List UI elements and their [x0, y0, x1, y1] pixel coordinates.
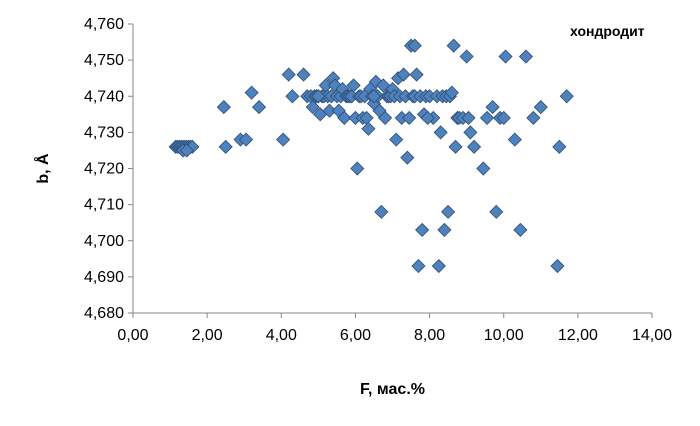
data-point [533, 100, 548, 115]
data-point [374, 204, 389, 219]
data-point [400, 150, 415, 165]
axes [132, 24, 652, 314]
data-point [281, 67, 296, 82]
data-point [216, 100, 231, 115]
y-tick-label: 4,730 [84, 124, 124, 141]
data-point [476, 161, 491, 176]
data-point [409, 67, 424, 82]
data-point [415, 222, 430, 237]
data-point [518, 49, 534, 64]
data-point [179, 143, 194, 158]
data-point [433, 125, 448, 140]
x-tick-label: 14,00 [632, 327, 672, 344]
y-tick-label: 4,750 [84, 52, 124, 69]
data-point [378, 110, 393, 125]
y-tick-label: 4,700 [84, 233, 124, 250]
data-point [463, 125, 478, 140]
data-point [431, 258, 446, 274]
y-tick-label: 4,680 [84, 305, 124, 322]
data-point [368, 74, 383, 89]
data-point [402, 110, 417, 125]
data-point [322, 103, 337, 118]
x-axis-ticks: 0,00 2,00 4,00 6,00 8,00 10,00 12,00 14,00 [117, 313, 672, 344]
y-axis-title: b, Å [33, 153, 52, 184]
x-tick-label: 4,00 [266, 327, 297, 344]
x-axis-title: F, мас.% [360, 381, 425, 398]
data-point [411, 258, 426, 274]
data-point [396, 67, 411, 82]
data-point [361, 121, 376, 136]
data-point [276, 132, 291, 147]
y-tick-label: 4,710 [84, 197, 124, 214]
x-tick-label: 2,00 [192, 327, 223, 344]
data-point [448, 139, 463, 154]
data-point [305, 100, 320, 115]
data-point [420, 110, 435, 125]
data-point [461, 110, 476, 125]
data-point [296, 67, 311, 82]
data-point [366, 89, 382, 104]
data-point [446, 38, 461, 53]
data-point [346, 78, 361, 93]
y-tick-label: 4,720 [84, 161, 124, 178]
data-point [559, 89, 574, 104]
data-point [251, 100, 267, 115]
data-point [444, 85, 459, 100]
data-point [244, 85, 259, 100]
x-tick-label: 10,00 [484, 327, 524, 344]
y-tick-label: 4,760 [84, 16, 124, 33]
y-tick-label: 4,690 [84, 269, 124, 286]
data-point [407, 38, 422, 53]
data-point [552, 139, 567, 154]
data-point [350, 161, 365, 176]
data-point [485, 100, 500, 115]
data-point [479, 110, 495, 125]
data-point [441, 204, 456, 219]
data-point [513, 222, 528, 237]
data-point [526, 110, 541, 125]
x-tick-label: 8,00 [414, 327, 445, 344]
data-points [168, 38, 574, 274]
data-point [489, 204, 504, 219]
y-tick-label: 4,740 [84, 88, 124, 105]
data-point [311, 89, 326, 104]
x-tick-label: 0,00 [117, 327, 148, 344]
data-point [459, 49, 474, 64]
data-point [389, 132, 404, 147]
chart-annotation: хондродит [570, 23, 645, 39]
data-point [507, 132, 522, 147]
data-point [466, 139, 482, 154]
data-point [218, 139, 233, 154]
data-point [239, 132, 254, 147]
data-point [498, 49, 513, 64]
x-tick-label: 6,00 [340, 327, 371, 344]
data-point [285, 89, 300, 104]
x-tick-label: 12,00 [558, 327, 598, 344]
data-point [437, 222, 452, 237]
y-axis-ticks: 4,680 4,690 4,700 4,710 4,720 4,730 4,740 4,750… [84, 16, 133, 322]
data-point [337, 110, 352, 125]
data-point [550, 258, 565, 274]
data-point [496, 110, 511, 125]
